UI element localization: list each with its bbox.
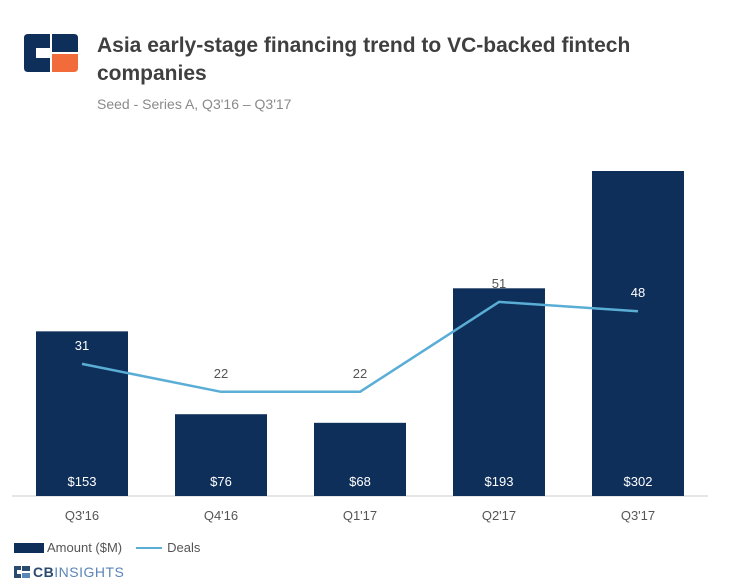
deals-point-label: 51 (492, 276, 506, 291)
legend-line-swatch (136, 546, 163, 549)
chart-title: Asia early-stage financing trend to VC-b… (97, 34, 631, 85)
deals-point-label: 48 (631, 285, 645, 300)
chart-area: $153 Q3'16 $76 Q4'16 $68 Q1'17 $193 Q2'17 $302 Q3… (12, 171, 708, 523)
deals-point-label: 22 (214, 366, 228, 381)
chart-subtitle: Seed - Series A, Q3'16 – Q3'17 (97, 96, 292, 112)
legend-line-label: Deals (167, 540, 201, 555)
x-tick-label: Q2'17 (482, 508, 516, 523)
legend: Amount ($M) Deals (14, 540, 200, 555)
bar-label: $302 (624, 474, 653, 489)
x-tick-label: Q3'16 (65, 508, 99, 523)
bar-label: $68 (349, 474, 371, 489)
brand-cb: CB (33, 564, 55, 580)
bar-Q4'16 (175, 414, 267, 496)
legend-bar-swatch (14, 542, 44, 553)
deals-point-label: 31 (75, 338, 89, 353)
cb-insights-logo-icon (24, 34, 78, 72)
bar-Q2'17 (453, 288, 545, 496)
x-tick-label: Q4'16 (204, 508, 238, 523)
brand-insights: INSIGHTS (54, 564, 125, 580)
x-tick-label: Q3'17 (621, 508, 655, 523)
bar-Q1'17 (314, 422, 406, 496)
deals-line (81, 300, 639, 394)
cb-insights-mark-icon (14, 566, 30, 578)
bar-Q3'16 (36, 331, 128, 496)
x-tick-label: Q1'17 (343, 508, 377, 523)
deals-point-label: 22 (353, 366, 367, 381)
bar-label: $153 (68, 474, 97, 489)
bar-label: $76 (210, 474, 232, 489)
legend-bar-label: Amount ($M) (47, 540, 123, 555)
bar-label: $193 (485, 474, 514, 489)
brand-footer: CB INSIGHTS (14, 564, 124, 580)
bar-Q3'17 (592, 171, 684, 496)
